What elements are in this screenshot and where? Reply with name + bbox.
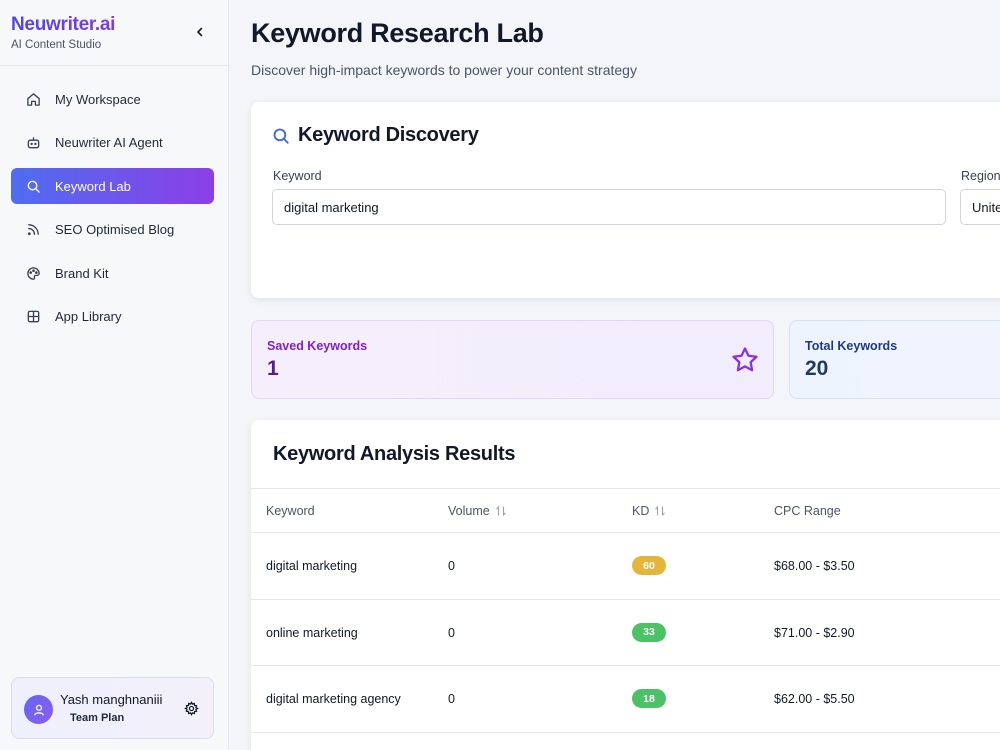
discovery-heading: Keyword Discovery bbox=[272, 124, 479, 147]
sidebar-item-label: My Workspace bbox=[55, 91, 141, 107]
brand-subtitle: AI Content Studio bbox=[11, 39, 102, 51]
results-card: Keyword Analysis Results Keyword Volume … bbox=[251, 420, 1000, 750]
brand: Neuwriter.ai AI Content Studio bbox=[11, 14, 115, 51]
sidebar-divider bbox=[0, 65, 229, 66]
cell-keyword: online marketing bbox=[266, 625, 358, 640]
page-subtitle: Discover high-impact keywords to power y… bbox=[251, 62, 637, 78]
kd-badge: 60 bbox=[632, 556, 666, 575]
sort-icon bbox=[495, 505, 506, 517]
gear-icon bbox=[184, 701, 199, 716]
sort-icon bbox=[655, 505, 666, 517]
kd-badge: 33 bbox=[632, 622, 666, 642]
keyword-discovery-card: Keyword Discovery Keyword digital market… bbox=[251, 102, 1000, 298]
saved-keywords-count: 1 bbox=[267, 357, 279, 380]
user-plan: Team Plan bbox=[70, 712, 125, 724]
sidebar-item-label: Keyword Lab bbox=[55, 178, 131, 194]
user-name: Yash manghnaniii bbox=[60, 692, 163, 707]
region-label: Region bbox=[961, 169, 1000, 183]
results-title: Keyword Analysis Results bbox=[273, 443, 516, 465]
user-card[interactable]: Yash manghnaniii Team Plan bbox=[11, 677, 214, 739]
cell-cpc: $62.00 - $5.50 bbox=[774, 692, 855, 706]
discovery-title: Keyword Discovery bbox=[298, 124, 479, 146]
sidebar-item-keyword-lab[interactable]: Keyword Lab bbox=[11, 168, 214, 205]
region-select[interactable]: Unite bbox=[960, 189, 1000, 225]
sidebar-item-brand-kit[interactable]: Brand Kit bbox=[11, 255, 214, 291]
column-header-kd[interactable]: KD bbox=[632, 504, 666, 518]
table-row[interactable]: online marketing 0 33 $71.00 - $2.90 bbox=[251, 600, 1000, 666]
sidebar-item-app-library[interactable]: App Library bbox=[11, 299, 214, 335]
avatar bbox=[24, 695, 53, 724]
column-label: Keyword bbox=[266, 504, 315, 518]
total-keywords-label: Total Keywords bbox=[805, 339, 898, 353]
sidebar-item-label: SEO Optimised Blog bbox=[55, 222, 175, 238]
column-header-volume[interactable]: Volume bbox=[448, 504, 507, 518]
kd-badge: 18 bbox=[632, 689, 666, 708]
column-label: Volume bbox=[448, 504, 490, 518]
cell-volume: 0 bbox=[448, 692, 455, 706]
keyword-label: Keyword bbox=[273, 169, 322, 183]
table-header: Keyword Volume KD CPC Range bbox=[251, 488, 1000, 533]
sidebar-item-seo-blog[interactable]: SEO Optimised Blog bbox=[11, 212, 214, 248]
sidebar-item-label: Brand Kit bbox=[55, 265, 109, 281]
column-header-keyword: Keyword bbox=[266, 504, 315, 518]
column-label: CPC Range bbox=[774, 504, 841, 518]
star-icon bbox=[732, 347, 758, 372]
sidebar-item-label: App Library bbox=[55, 309, 122, 325]
collapse-sidebar-button[interactable] bbox=[190, 22, 210, 42]
cell-cpc: $68.00 - $3.50 bbox=[774, 559, 855, 573]
home-icon bbox=[25, 91, 41, 107]
cell-volume: 0 bbox=[448, 559, 455, 573]
keyword-input[interactable]: digital marketing bbox=[272, 189, 946, 225]
saved-keywords-card[interactable]: Saved Keywords 1 bbox=[251, 320, 774, 399]
column-label: KD bbox=[632, 504, 650, 518]
page-title: Keyword Research Lab bbox=[251, 18, 544, 48]
sidebar-item-label: Neuwriter AI Agent bbox=[55, 135, 163, 151]
bot-icon bbox=[25, 135, 41, 151]
saved-keywords-label: Saved Keywords bbox=[267, 339, 368, 353]
total-keywords-count: 20 bbox=[805, 357, 829, 380]
settings-button[interactable] bbox=[184, 701, 200, 717]
user-icon bbox=[33, 704, 44, 716]
sidebar: Neuwriter.ai AI Content Studio My Worksp… bbox=[0, 0, 229, 750]
search-icon bbox=[273, 128, 289, 144]
cell-volume: 0 bbox=[448, 625, 455, 640]
rss-icon bbox=[25, 222, 41, 238]
cell-keyword: digital marketing bbox=[266, 559, 358, 573]
sidebar-item-my-workspace[interactable]: My Workspace bbox=[11, 81, 214, 117]
sidebar-item-ai-agent[interactable]: Neuwriter AI Agent bbox=[11, 125, 214, 161]
brand-name[interactable]: Neuwriter.ai bbox=[11, 14, 116, 35]
total-keywords-card: Total Keywords 20 bbox=[789, 320, 1000, 399]
table-row[interactable]: digital marketing 0 60 $68.00 - $3.50 bbox=[251, 533, 1000, 600]
chevron-left-icon bbox=[197, 27, 203, 37]
search-icon bbox=[25, 178, 41, 194]
sidebar-nav: My Workspace Neuwriter AI Agent Keyword … bbox=[11, 81, 214, 343]
table-row[interactable]: digital marketing agency 0 18 $62.00 - $… bbox=[251, 666, 1000, 733]
cell-cpc: $71.00 - $2.90 bbox=[774, 625, 855, 640]
palette-icon bbox=[25, 265, 41, 281]
column-header-cpc: CPC Range bbox=[774, 504, 841, 518]
results-table: Keyword Volume KD CPC Range digital mark… bbox=[251, 488, 1000, 733]
grid-icon bbox=[25, 309, 41, 325]
cell-keyword: digital marketing agency bbox=[266, 692, 401, 706]
